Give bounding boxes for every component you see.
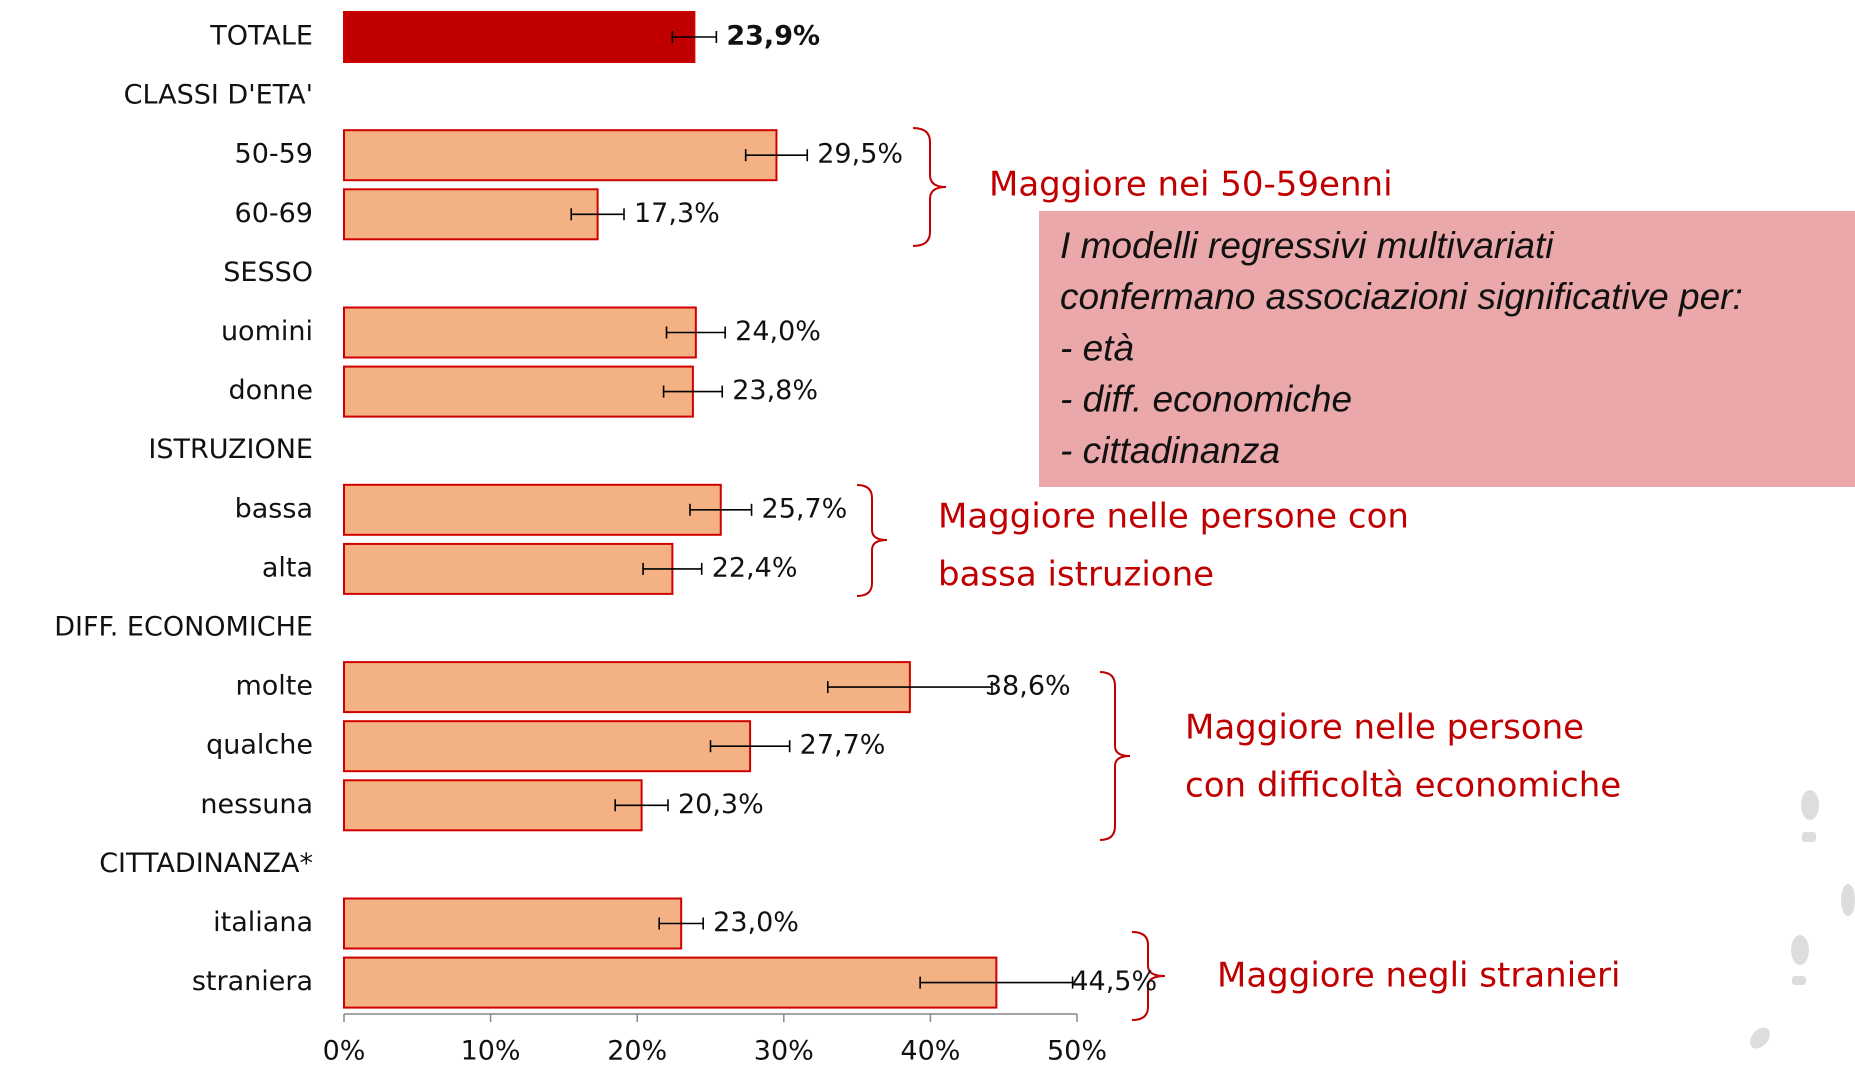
value-label: 23,0% <box>713 907 799 938</box>
category-label: TOTALE <box>209 21 313 52</box>
annotation: Maggiore nelle persone <box>1185 708 1584 748</box>
annotation: Maggiore negli stranieri <box>1217 956 1620 996</box>
value-label: 23,9% <box>726 21 820 52</box>
category-label: uomini <box>221 316 313 347</box>
category-label: 50-59 <box>235 139 313 170</box>
braces <box>856 127 1166 1021</box>
bar <box>343 306 697 359</box>
x-tick-label: 40% <box>900 1036 960 1067</box>
value-label: 29,5% <box>817 139 903 170</box>
bar <box>343 129 778 182</box>
category-label: CITTADINANZA* <box>99 848 313 879</box>
category-label: donne <box>229 375 314 406</box>
bar <box>343 897 683 950</box>
annotation: Maggiore nelle persone con <box>938 497 1409 537</box>
error-bar <box>744 149 809 162</box>
bar <box>343 956 998 1009</box>
bar <box>343 188 599 241</box>
annotation: Maggiore nei 50-59enni <box>989 165 1393 205</box>
value-label: 44,5% <box>1071 966 1157 997</box>
category-label: qualche <box>206 730 313 761</box>
error-bar <box>570 208 625 221</box>
category-label: bassa <box>235 493 313 524</box>
note-text: I modelli regressivi multivariati <box>1060 225 1555 266</box>
x-tick-label: 30% <box>754 1036 814 1067</box>
x-tick-label: 20% <box>607 1036 667 1067</box>
category-label: nessuna <box>200 789 313 820</box>
category-label: SESSO <box>223 257 313 288</box>
error-bar <box>671 31 718 43</box>
value-label: 38,6% <box>985 671 1071 702</box>
value-label: 20,3% <box>678 789 764 820</box>
bar <box>343 365 694 418</box>
error-bar <box>689 503 753 516</box>
category-label: italiana <box>213 907 313 938</box>
error-bar <box>826 681 993 694</box>
error-bar <box>709 740 791 753</box>
annotation: con difficoltà economiche <box>1185 766 1621 806</box>
value-label: 23,8% <box>732 375 818 406</box>
error-bar <box>658 917 704 930</box>
value-label: 22,4% <box>712 552 798 583</box>
category-label: alta <box>262 552 313 583</box>
bar <box>343 720 752 773</box>
bar <box>343 11 696 63</box>
footprints <box>1750 790 1855 1049</box>
error-bar <box>662 385 724 398</box>
error-bar <box>919 976 1074 989</box>
annotation: bassa istruzione <box>938 555 1214 595</box>
category-label: DIFF. ECONOMICHE <box>54 612 313 643</box>
value-label: 24,0% <box>735 316 821 347</box>
error-bar <box>665 326 726 339</box>
note-text: - età <box>1060 327 1134 368</box>
bar <box>343 661 911 714</box>
error-bar <box>642 562 703 575</box>
value-label: 25,7% <box>762 493 848 524</box>
category-label: CLASSI D'ETA' <box>124 80 313 111</box>
x-tick-label: 10% <box>461 1036 521 1067</box>
category-label: 60-69 <box>235 198 313 229</box>
category-label: molte <box>235 671 313 702</box>
note-text: - cittadinanza <box>1060 430 1280 471</box>
x-tick-label: 50% <box>1047 1036 1107 1067</box>
note-box <box>1039 211 1855 487</box>
note-text: confermano associazioni significative pe… <box>1060 276 1743 317</box>
category-label: ISTRUZIONE <box>148 434 313 465</box>
x-tick-label: 0% <box>323 1036 366 1067</box>
note-text: - diff. economiche <box>1060 379 1352 420</box>
value-label: 17,3% <box>634 198 720 229</box>
bar <box>343 779 643 832</box>
value-label: 27,7% <box>800 730 886 761</box>
error-bar <box>614 799 669 812</box>
bar <box>343 483 722 536</box>
category-label: straniera <box>192 966 313 997</box>
bar <box>343 542 674 595</box>
